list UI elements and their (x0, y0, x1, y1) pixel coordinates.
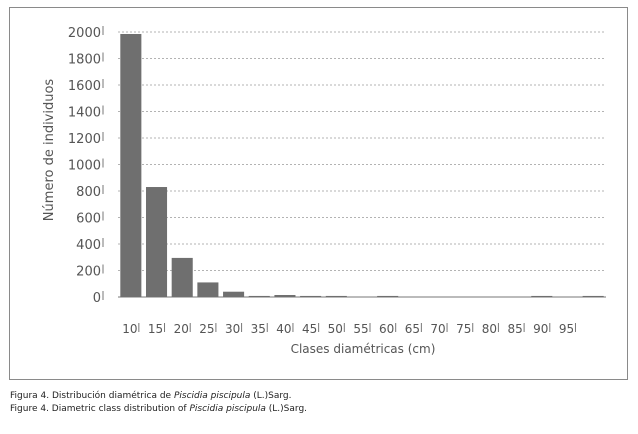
bar-chart: 0 200 400 600 800 1000 1200 1400 1600 1800 2000 10… (42, 26, 606, 356)
caption-spanish-species: Piscidia piscipula (173, 391, 251, 401)
bar (531, 295, 553, 297)
x-tick-label: 90 (533, 322, 548, 336)
x-tick-label: 25 (199, 322, 214, 336)
y-tick-label: 200 (76, 265, 101, 280)
bar (223, 291, 245, 297)
caption-english-species: Piscidia piscipula (189, 404, 266, 414)
x-tick-label: 45 (302, 322, 317, 336)
x-tick-label: 20 (174, 322, 189, 336)
y-tick-label: 800 (76, 185, 101, 200)
bar (274, 295, 296, 297)
x-tick-labels: 10 15 20 25 30 35 40 45 50 55 60 65 70 75 80 85 90 95 (122, 322, 576, 336)
bar (248, 295, 270, 297)
bar (120, 33, 142, 298)
gridlines (118, 31, 606, 298)
y-tick-label: 1000 (68, 159, 101, 174)
y-tick-label: 1600 (68, 79, 101, 94)
bar (377, 295, 399, 297)
x-tick-label: 55 (353, 322, 368, 336)
x-tick-label: 60 (379, 322, 394, 336)
y-tick-label: 600 (76, 212, 101, 227)
y-tick-labels: 0 200 400 600 800 1000 1200 1400 1600 1800 2000 (68, 26, 104, 306)
x-tick-label: 35 (251, 322, 266, 336)
caption-spanish-prefix: Figura 4. Distribución diamétrica de (10, 391, 174, 401)
caption-english: Figure 4. Diametric class distribution o… (10, 403, 307, 416)
bar (325, 295, 347, 297)
bars (120, 33, 604, 298)
caption-english-prefix: Figure 4. Diametric class distribution o… (10, 404, 190, 414)
bar (300, 295, 322, 297)
x-tick-label: 70 (430, 322, 445, 336)
y-tick-label: 1200 (68, 132, 101, 147)
x-tick-label: 50 (328, 322, 343, 336)
bar (582, 295, 604, 297)
x-tick-label: 80 (482, 322, 497, 336)
caption-english-suffix: (L.)Sarg. (265, 404, 308, 414)
x-tick-label: 30 (225, 322, 240, 336)
y-tick-label: 400 (76, 238, 101, 253)
bar (145, 187, 168, 297)
y-axis-label: Número de individuos (42, 79, 57, 222)
x-tick-label: 65 (405, 322, 420, 336)
chart-frame: 0 200 400 600 800 1000 1200 1400 1600 1800 2000 10… (9, 7, 628, 380)
y-tick-label: 1800 (68, 53, 101, 68)
x-tick-label: 10 (122, 322, 137, 336)
y-tick-label: 1400 (68, 106, 101, 121)
caption-spanish: Figura 4. Distribución diamétrica de Pis… (10, 390, 307, 403)
x-tick-label: 15 (148, 322, 163, 336)
figure-captions: Figura 4. Distribución diamétrica de Pis… (10, 390, 307, 416)
y-tick-label: 0 (93, 291, 101, 306)
x-axis-label: Clases diamétricas (cm) (291, 342, 436, 356)
x-tick-label: 95 (559, 322, 574, 336)
bar (197, 282, 219, 297)
bar (171, 257, 193, 297)
x-tick-label: 85 (507, 322, 522, 336)
y-tick-label: 2000 (68, 26, 101, 41)
x-tick-label: 40 (276, 322, 291, 336)
x-tick-label: 75 (456, 322, 471, 336)
caption-spanish-suffix: (L.)Sarg. (250, 391, 292, 401)
